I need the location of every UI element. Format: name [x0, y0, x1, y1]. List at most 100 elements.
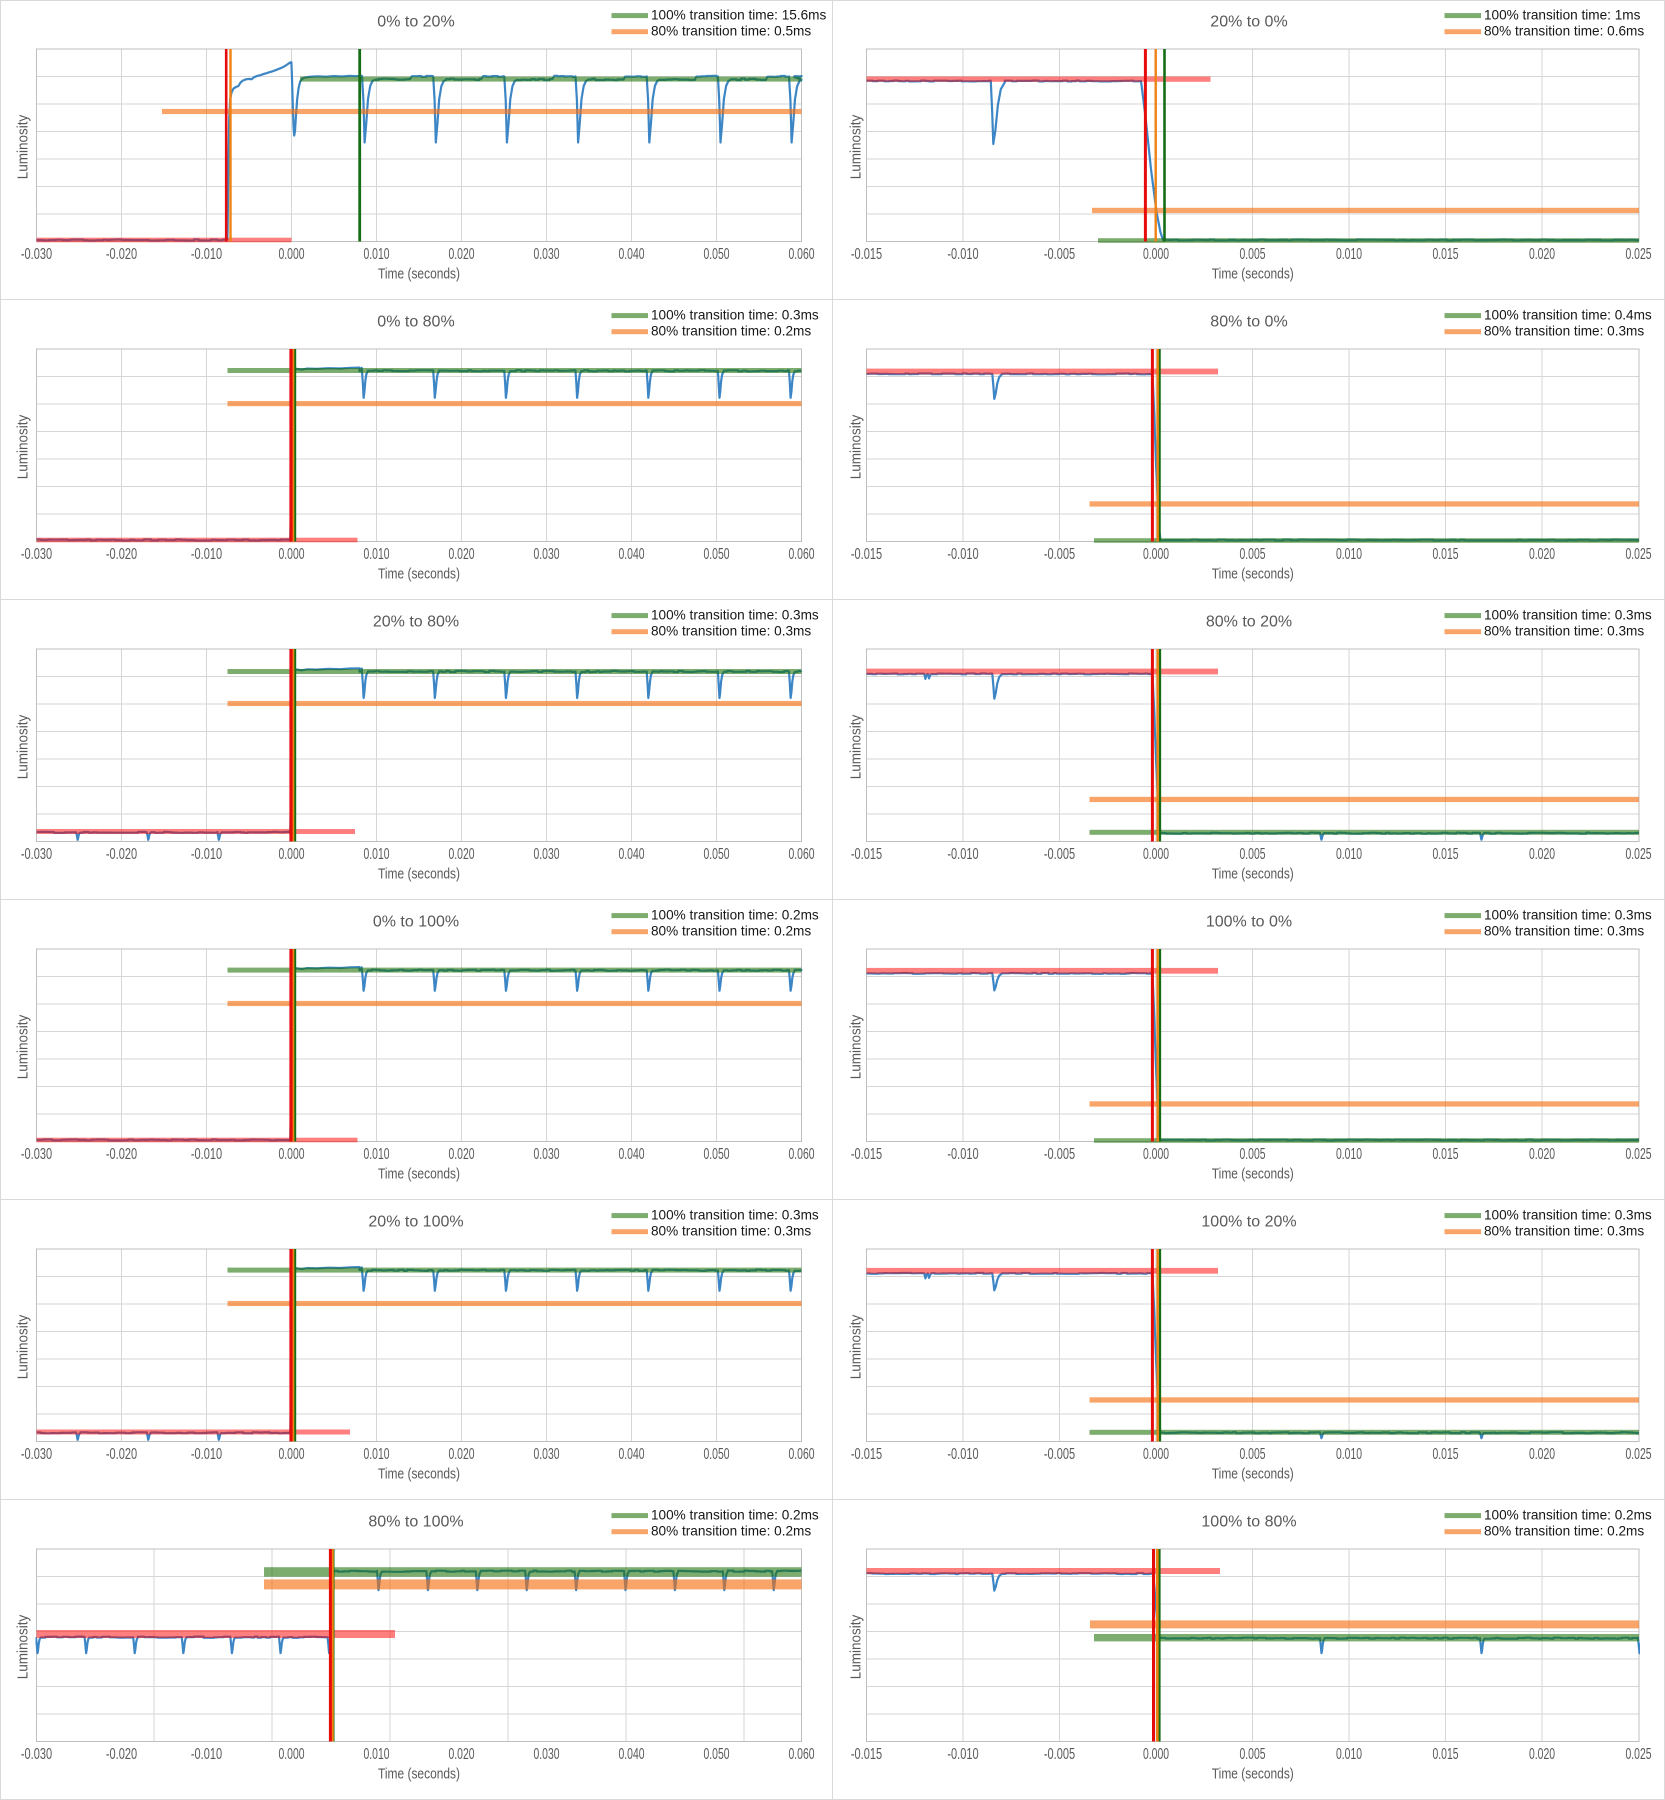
svg-text:Luminosity: Luminosity — [848, 414, 864, 479]
svg-text:0.040: 0.040 — [619, 1146, 645, 1163]
svg-text:Time (seconds): Time (seconds) — [1212, 1766, 1294, 1783]
svg-text:-0.010: -0.010 — [191, 1746, 222, 1763]
svg-text:0.025: 0.025 — [1626, 1746, 1652, 1763]
svg-text:Time (seconds): Time (seconds) — [378, 266, 460, 283]
svg-text:-0.015: -0.015 — [851, 1146, 882, 1163]
svg-text:0.040: 0.040 — [619, 1746, 645, 1763]
svg-text:0.060: 0.060 — [789, 1146, 815, 1163]
svg-text:20% to 0%: 20% to 0% — [1210, 14, 1287, 31]
svg-text:-0.010: -0.010 — [191, 1446, 222, 1463]
svg-text:80% to 100%: 80% to 100% — [368, 1514, 463, 1531]
svg-text:0.000: 0.000 — [1143, 846, 1169, 863]
svg-text:0.040: 0.040 — [619, 546, 645, 563]
svg-text:-0.010: -0.010 — [191, 1146, 222, 1163]
svg-text:-0.020: -0.020 — [106, 846, 137, 863]
svg-text:0.030: 0.030 — [534, 1146, 560, 1163]
svg-text:-0.015: -0.015 — [851, 1746, 882, 1763]
svg-text:80% transition time: 0.2ms: 80% transition time: 0.2ms — [651, 924, 811, 939]
svg-text:0.030: 0.030 — [534, 1446, 560, 1463]
svg-text:-0.015: -0.015 — [851, 846, 882, 863]
svg-text:0% to 20%: 0% to 20% — [377, 14, 454, 31]
svg-text:80% transition time: 0.5ms: 80% transition time: 0.5ms — [651, 24, 811, 39]
svg-text:0.000: 0.000 — [279, 1446, 305, 1463]
svg-text:-0.005: -0.005 — [1044, 1446, 1075, 1463]
svg-text:0.015: 0.015 — [1433, 546, 1459, 563]
svg-text:0.010: 0.010 — [1336, 1446, 1362, 1463]
svg-text:0.010: 0.010 — [364, 846, 390, 863]
svg-text:80% transition time: 0.2ms: 80% transition time: 0.2ms — [1484, 1524, 1644, 1539]
svg-text:-0.010: -0.010 — [947, 246, 978, 263]
svg-text:0.000: 0.000 — [1143, 1446, 1169, 1463]
svg-text:0.060: 0.060 — [789, 246, 815, 263]
svg-text:-0.020: -0.020 — [106, 546, 137, 563]
svg-text:100% to 20%: 100% to 20% — [1201, 1214, 1296, 1231]
svg-text:0.010: 0.010 — [364, 1746, 390, 1763]
svg-text:0.010: 0.010 — [364, 1446, 390, 1463]
svg-text:80% transition time: 0.2ms: 80% transition time: 0.2ms — [651, 1524, 811, 1539]
svg-text:0.020: 0.020 — [1529, 1746, 1555, 1763]
svg-text:-0.005: -0.005 — [1044, 1146, 1075, 1163]
svg-text:100% transition time: 0.3ms: 100% transition time: 0.3ms — [651, 1208, 819, 1223]
svg-text:0.010: 0.010 — [364, 246, 390, 263]
svg-text:Time (seconds): Time (seconds) — [378, 1466, 460, 1483]
svg-text:0.030: 0.030 — [534, 246, 560, 263]
svg-text:0.030: 0.030 — [534, 1746, 560, 1763]
svg-text:Luminosity: Luminosity — [848, 1014, 864, 1079]
svg-text:80% transition time: 0.3ms: 80% transition time: 0.3ms — [651, 1224, 811, 1239]
svg-text:0.000: 0.000 — [1143, 1146, 1169, 1163]
svg-text:0% to 100%: 0% to 100% — [373, 914, 459, 931]
svg-text:20% to 80%: 20% to 80% — [373, 614, 459, 631]
svg-text:0.020: 0.020 — [449, 1146, 475, 1163]
svg-text:0.000: 0.000 — [1143, 1746, 1169, 1763]
svg-text:0.060: 0.060 — [789, 846, 815, 863]
svg-text:-0.010: -0.010 — [191, 546, 222, 563]
svg-text:-0.010: -0.010 — [947, 1146, 978, 1163]
svg-text:0.030: 0.030 — [534, 546, 560, 563]
svg-text:Time (seconds): Time (seconds) — [1212, 1466, 1294, 1483]
svg-text:0.005: 0.005 — [1240, 846, 1266, 863]
svg-text:0.050: 0.050 — [704, 246, 730, 263]
svg-text:0.005: 0.005 — [1240, 546, 1266, 563]
svg-text:100% transition time: 0.3ms: 100% transition time: 0.3ms — [1484, 608, 1652, 623]
svg-text:80% transition time: 0.3ms: 80% transition time: 0.3ms — [1484, 624, 1644, 639]
svg-text:Luminosity: Luminosity — [15, 1014, 31, 1079]
svg-text:0.005: 0.005 — [1240, 1746, 1266, 1763]
svg-text:Luminosity: Luminosity — [15, 1614, 31, 1679]
svg-text:0.015: 0.015 — [1433, 1446, 1459, 1463]
svg-text:0.010: 0.010 — [364, 546, 390, 563]
svg-text:0.040: 0.040 — [619, 846, 645, 863]
svg-text:0.020: 0.020 — [1529, 546, 1555, 563]
svg-text:0.015: 0.015 — [1433, 246, 1459, 263]
svg-text:100% transition time: 0.2ms: 100% transition time: 0.2ms — [651, 1508, 819, 1523]
svg-text:0.010: 0.010 — [1336, 1146, 1362, 1163]
svg-text:100% to 0%: 100% to 0% — [1206, 914, 1292, 931]
svg-text:0.020: 0.020 — [1529, 846, 1555, 863]
svg-text:0.020: 0.020 — [1529, 1146, 1555, 1163]
svg-text:0.000: 0.000 — [279, 546, 305, 563]
svg-text:Time (seconds): Time (seconds) — [1212, 566, 1294, 583]
svg-text:80% transition time: 0.6ms: 80% transition time: 0.6ms — [1484, 24, 1644, 39]
svg-text:20% to 100%: 20% to 100% — [368, 1214, 463, 1231]
svg-text:0.010: 0.010 — [1336, 246, 1362, 263]
svg-text:0.010: 0.010 — [1336, 546, 1362, 563]
svg-text:0.040: 0.040 — [619, 1446, 645, 1463]
svg-text:100% transition time: 0.2ms: 100% transition time: 0.2ms — [1484, 1508, 1652, 1523]
svg-text:-0.010: -0.010 — [191, 846, 222, 863]
svg-text:-0.030: -0.030 — [21, 546, 52, 563]
svg-text:0.010: 0.010 — [1336, 846, 1362, 863]
svg-text:0.020: 0.020 — [1529, 246, 1555, 263]
svg-text:100% to 80%: 100% to 80% — [1201, 1514, 1296, 1531]
svg-text:0.015: 0.015 — [1433, 1746, 1459, 1763]
svg-text:0.010: 0.010 — [364, 1146, 390, 1163]
svg-text:0.050: 0.050 — [704, 1746, 730, 1763]
svg-text:80% transition time: 0.3ms: 80% transition time: 0.3ms — [651, 624, 811, 639]
svg-text:80% transition time: 0.3ms: 80% transition time: 0.3ms — [1484, 924, 1644, 939]
svg-text:0.000: 0.000 — [279, 846, 305, 863]
svg-text:100% transition time: 0.2ms: 100% transition time: 0.2ms — [651, 908, 819, 923]
svg-text:Luminosity: Luminosity — [15, 114, 31, 179]
svg-text:-0.030: -0.030 — [21, 246, 52, 263]
svg-text:Time (seconds): Time (seconds) — [1212, 266, 1294, 283]
svg-text:Luminosity: Luminosity — [15, 1314, 31, 1379]
svg-text:100% transition time: 0.3ms: 100% transition time: 0.3ms — [651, 608, 819, 623]
svg-text:0.020: 0.020 — [449, 1446, 475, 1463]
